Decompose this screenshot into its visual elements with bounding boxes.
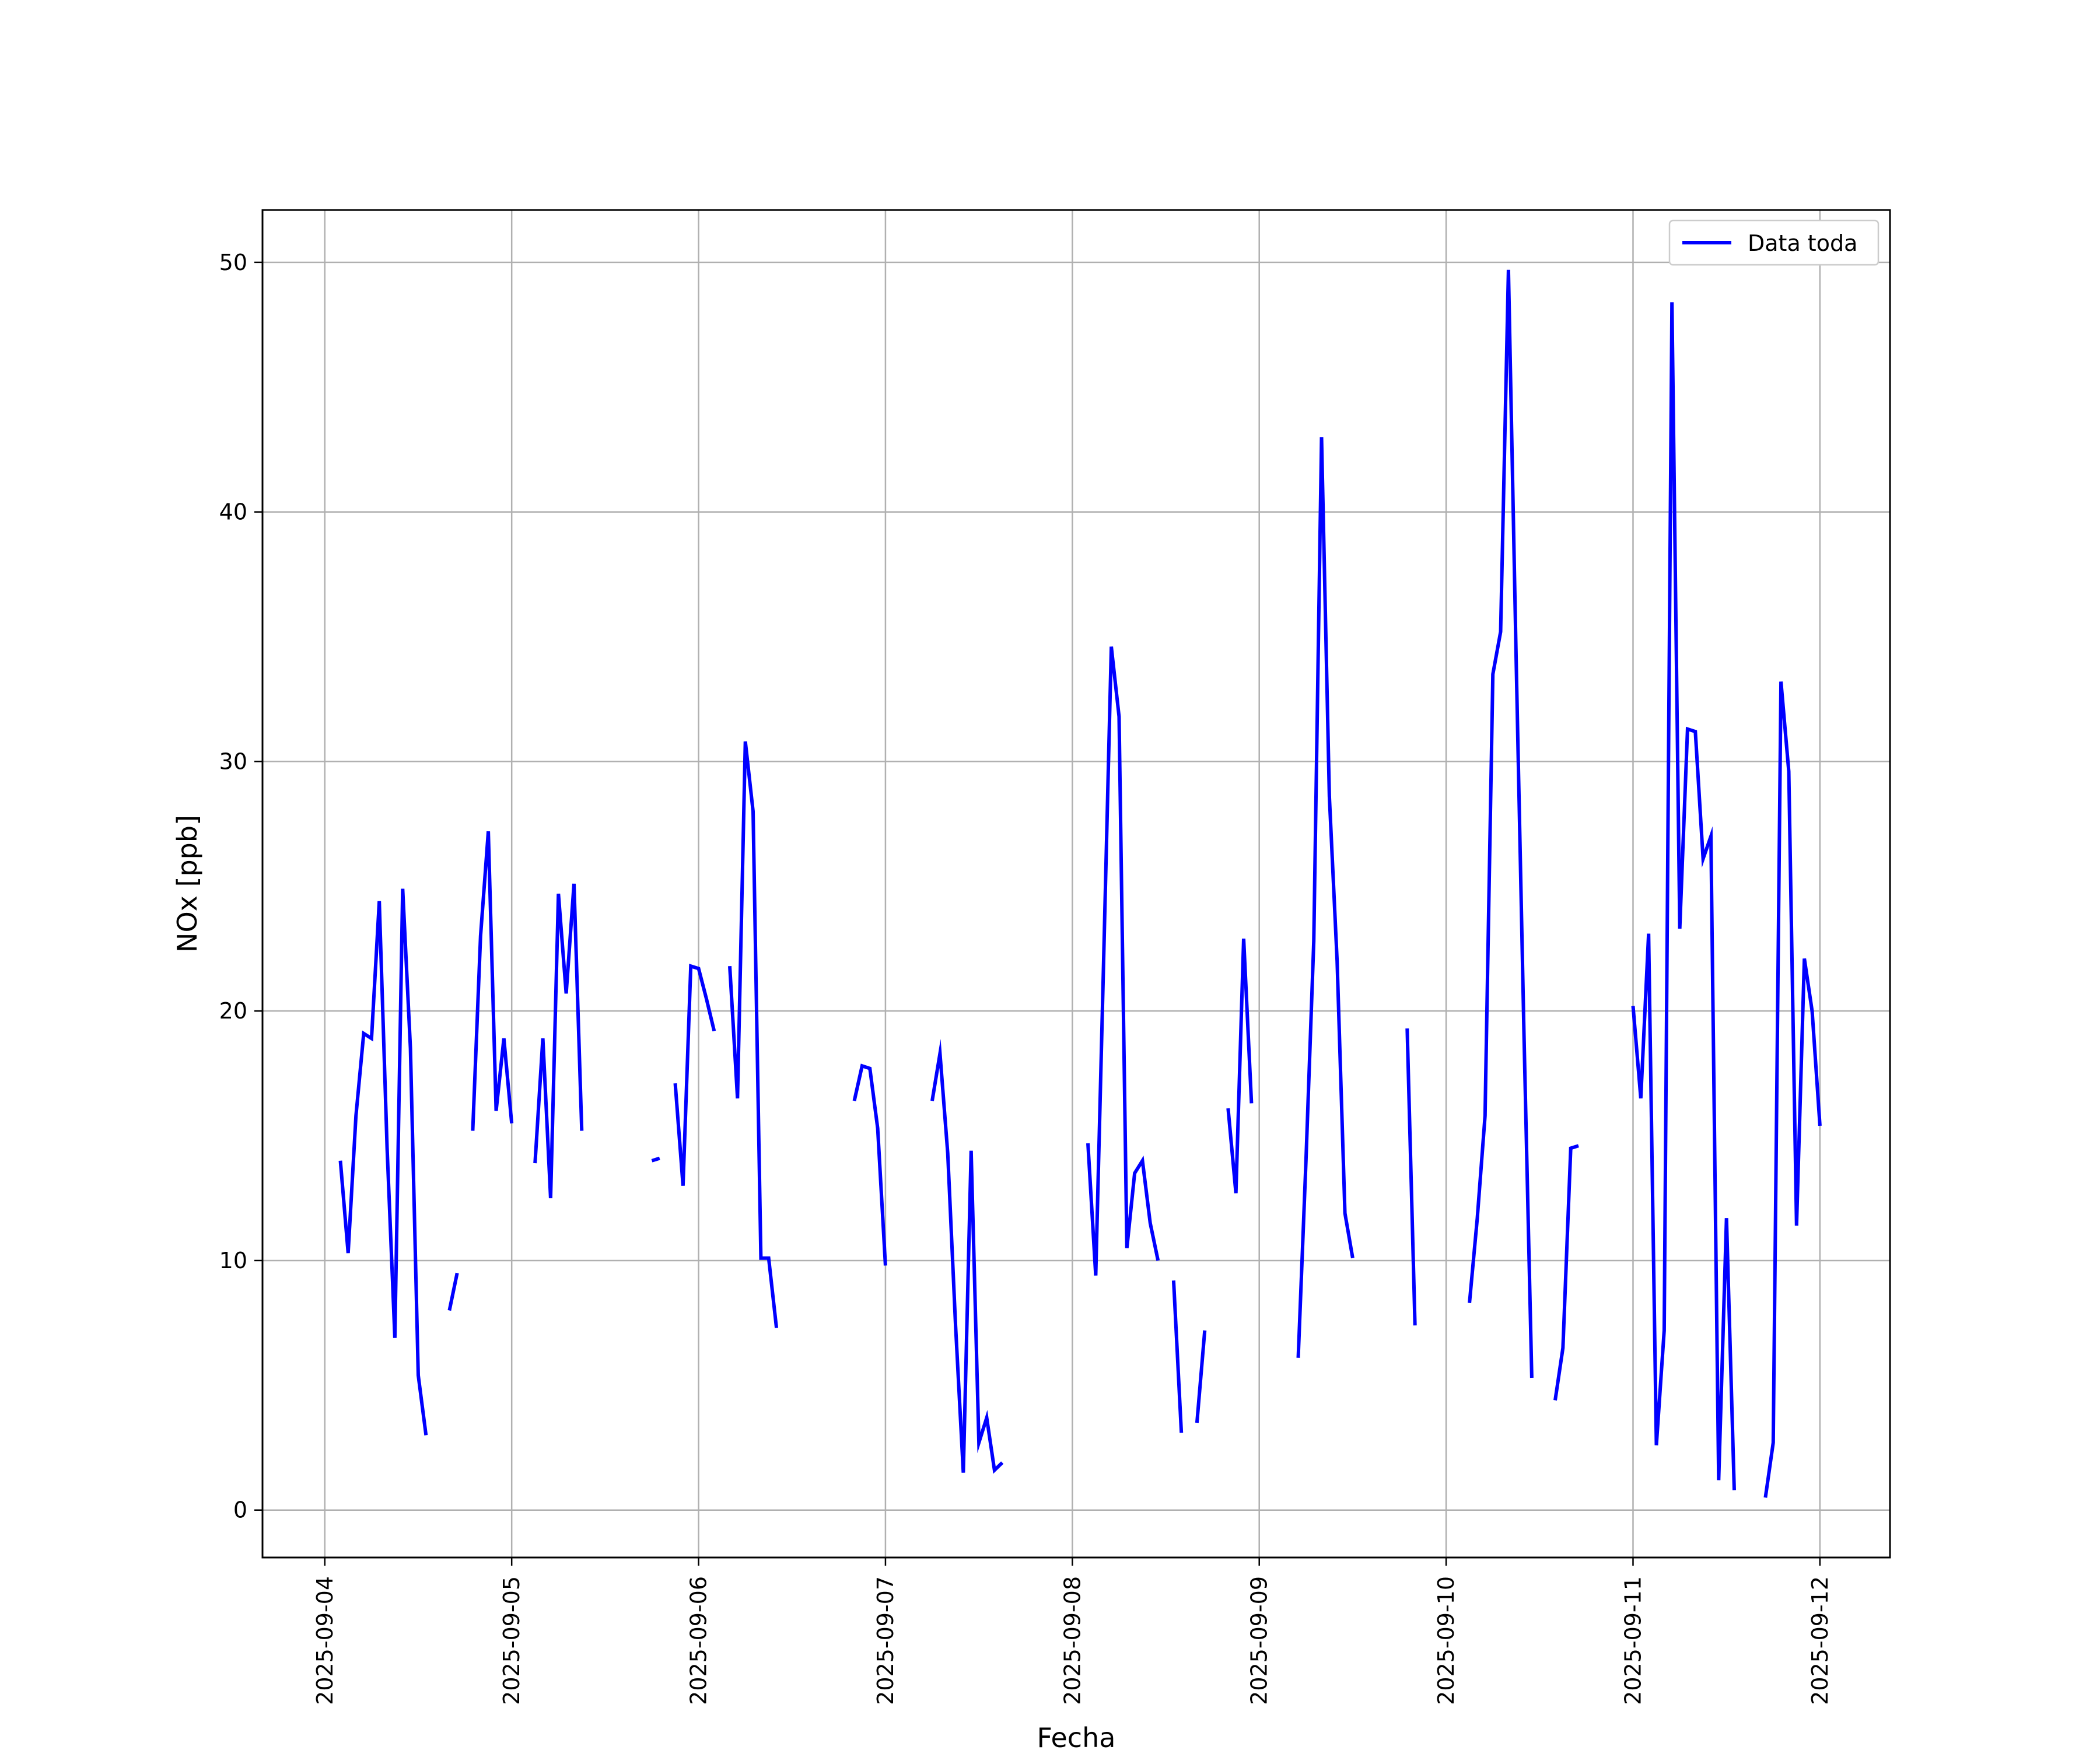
series-line-segment [651, 1156, 660, 1163]
series-line-segment [1171, 1280, 1184, 1433]
series-line-segment [1086, 646, 1160, 1276]
x-tick-label: 2025-09-04 [312, 1576, 338, 1705]
series-line-segment [338, 888, 428, 1436]
plot-frame [261, 209, 1891, 1559]
series-line-segment [1763, 681, 1822, 1498]
series-line-segment [1631, 302, 1736, 1490]
x-tick-label: 2025-09-07 [873, 1576, 898, 1705]
x-tick-label: 2025-09-05 [499, 1576, 524, 1705]
series-line-segment [471, 831, 514, 1131]
x-axis: 2025-09-04 2025-09-05 2025-09-06 2025-09-07… [312, 1558, 1833, 1705]
y-axis: 0 10 20 30 40 50 [219, 250, 262, 1523]
x-tick-label: 2025-09-12 [1807, 1576, 1833, 1705]
series-line-segment [1468, 270, 1534, 1378]
series-line-segment [673, 964, 716, 1186]
series-line-segment [533, 883, 584, 1199]
x-tick-label: 2025-09-09 [1247, 1576, 1272, 1705]
grid [262, 210, 1890, 1558]
series-line-segment [1553, 1144, 1579, 1401]
plot-area [338, 270, 1822, 1498]
y-axis-label: NOx [ppb] [172, 815, 203, 953]
series-line-segment [1195, 1330, 1207, 1423]
legend: Data toda [1668, 219, 1880, 266]
y-tick-label: 40 [219, 499, 247, 525]
y-tick-label: 50 [219, 250, 247, 275]
series-line-segment [930, 1038, 1004, 1474]
y-tick-label: 30 [219, 748, 247, 774]
x-tick-label: 2025-09-11 [1620, 1576, 1646, 1705]
x-axis-label: Fecha [1037, 1722, 1116, 1750]
series-line-segment [1296, 437, 1354, 1358]
series-line-segment [1405, 1028, 1417, 1326]
legend-label: Data toda [1748, 230, 1857, 256]
x-tick-label: 2025-09-06 [686, 1576, 712, 1705]
legend-box [1668, 219, 1880, 266]
series-line-segment [1226, 938, 1254, 1194]
x-tick-label: 2025-09-08 [1059, 1576, 1085, 1705]
x-tick-label: 2025-09-10 [1433, 1576, 1459, 1705]
y-tick-label: 0 [233, 1497, 247, 1523]
series-line-segment [852, 1063, 887, 1266]
series-line-segment [447, 1272, 459, 1311]
y-tick-label: 20 [219, 998, 247, 1024]
y-tick-label: 10 [219, 1248, 247, 1273]
series-line-segment [728, 741, 779, 1328]
